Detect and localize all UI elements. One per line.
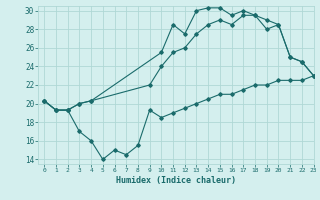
X-axis label: Humidex (Indice chaleur): Humidex (Indice chaleur): [116, 176, 236, 185]
